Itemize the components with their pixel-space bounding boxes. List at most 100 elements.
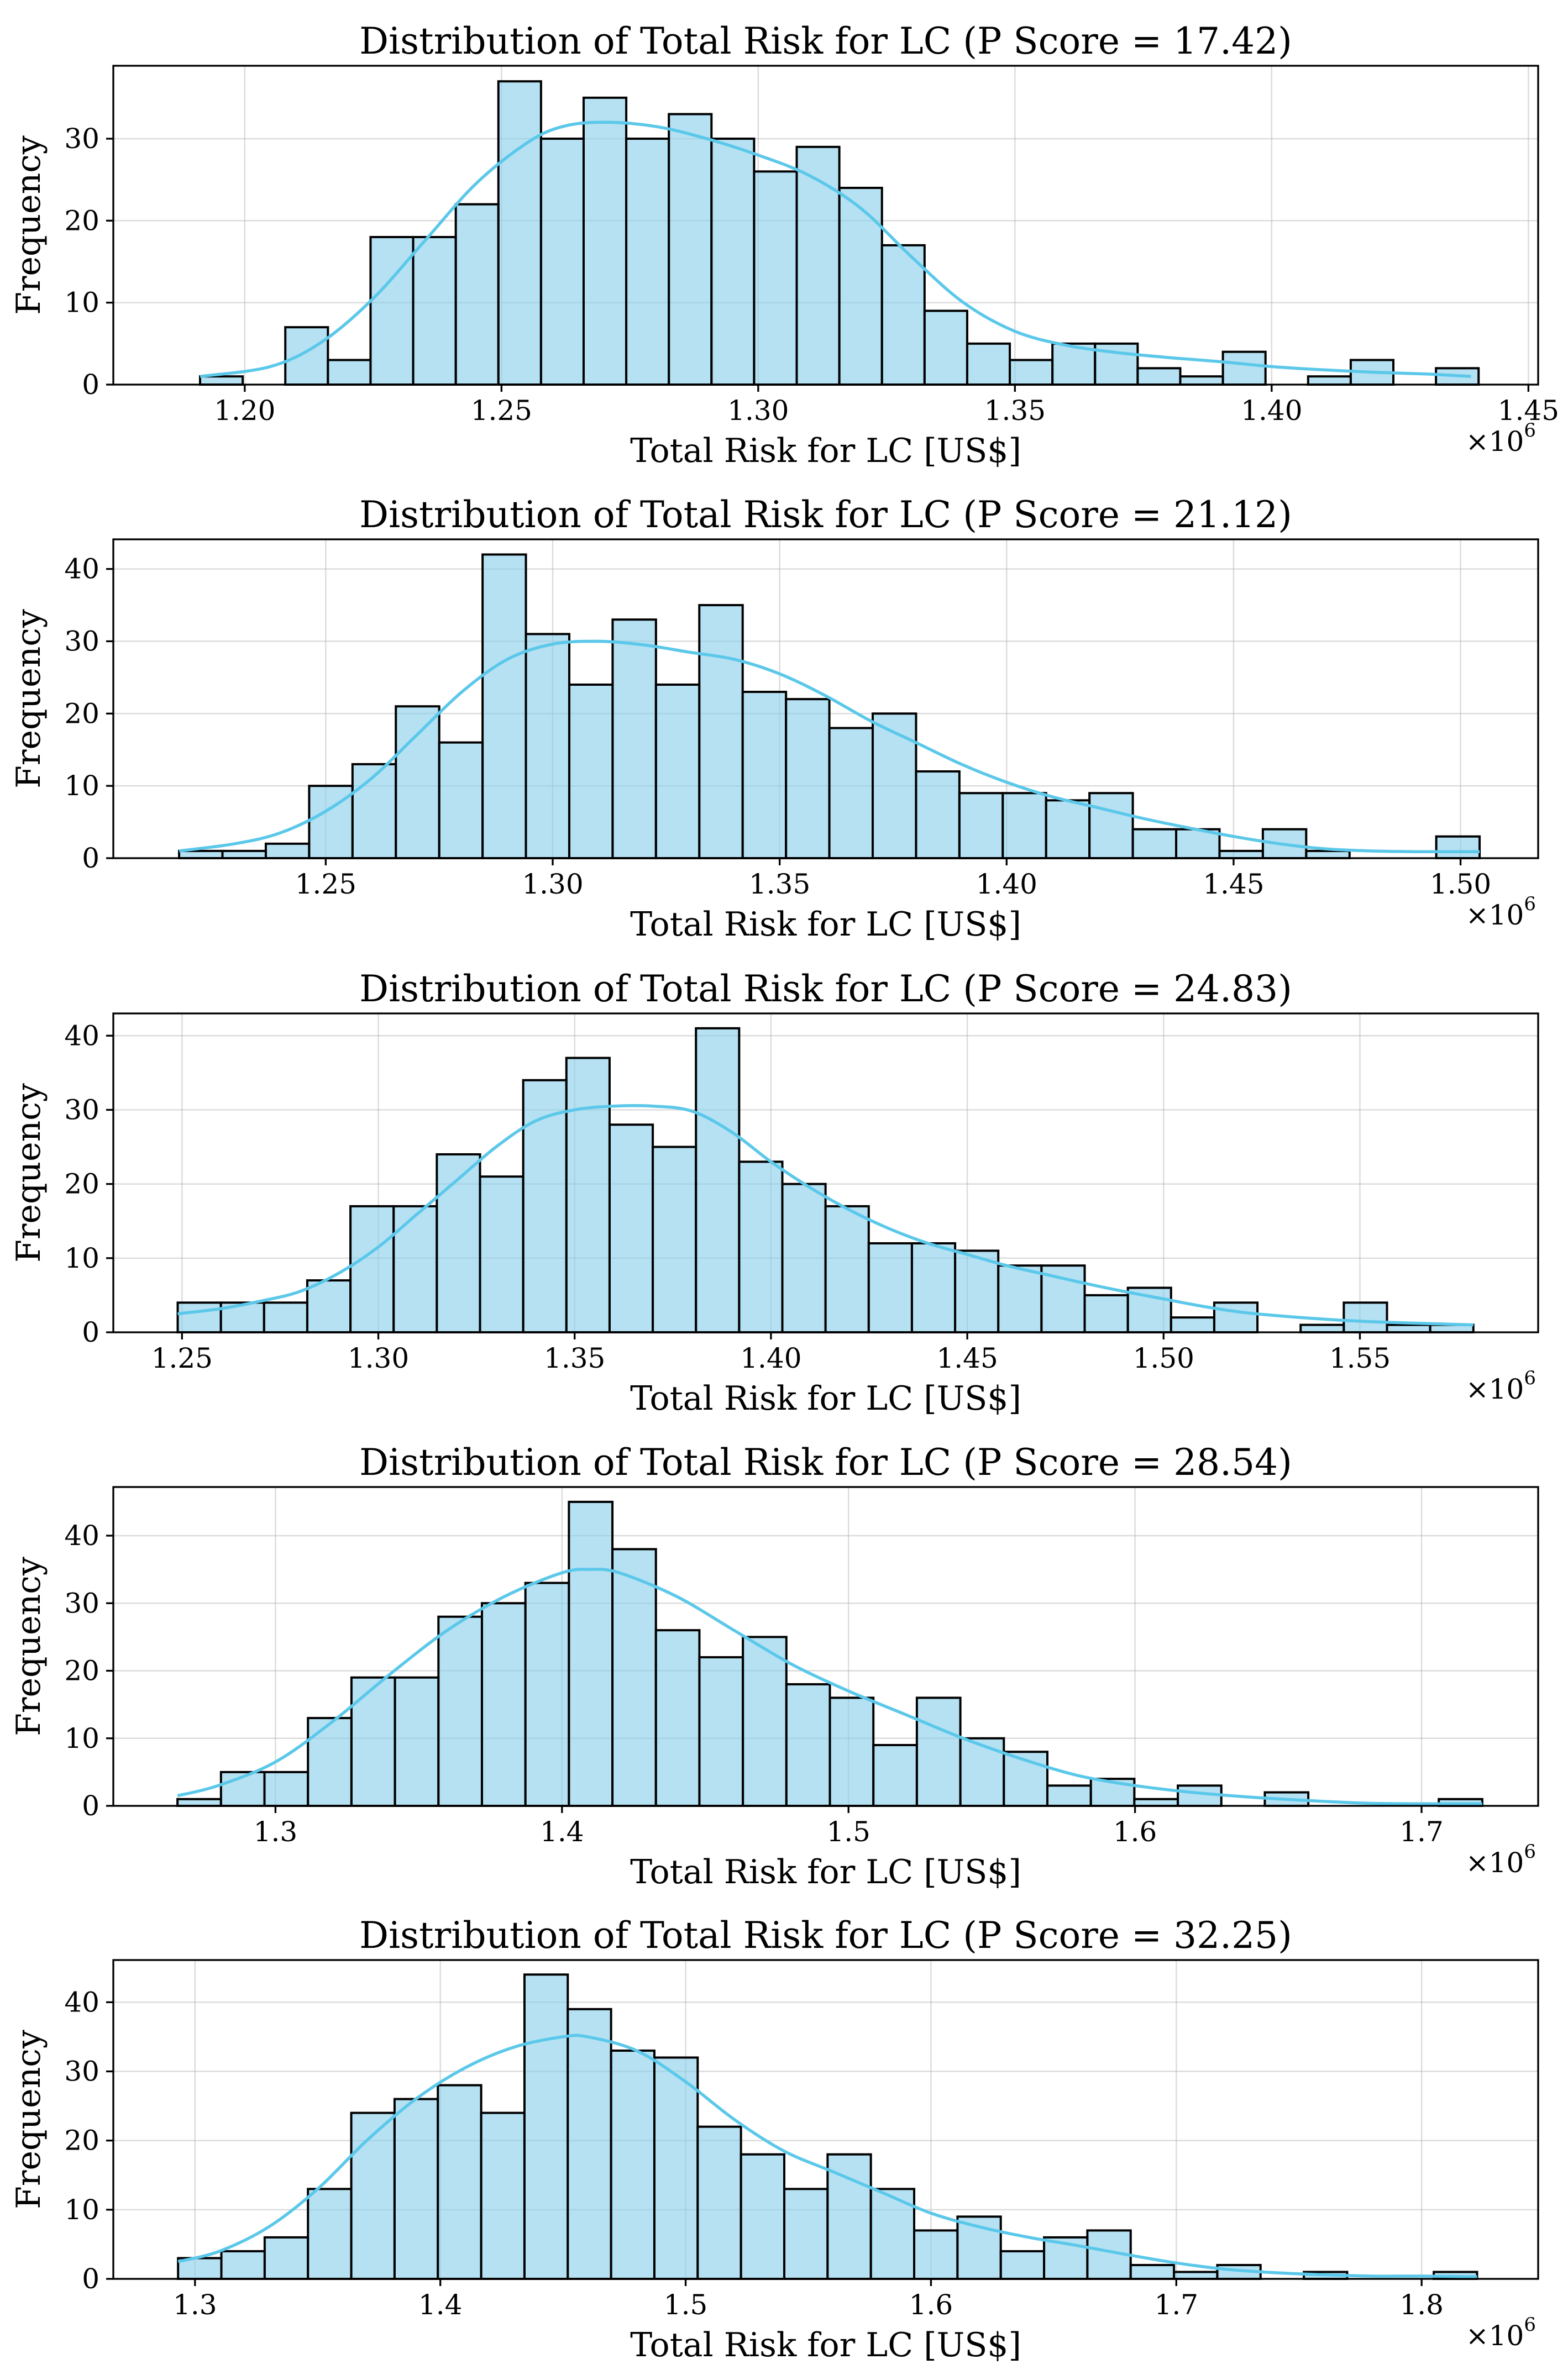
y-tick-label: 10	[64, 1242, 99, 1274]
plot-frame	[112, 1012, 1539, 1333]
y-axis-label: Frequency	[9, 609, 48, 789]
y-tick-label: 30	[64, 1587, 99, 1619]
histogram-bars	[199, 80, 1480, 386]
histogram-bar	[393, 2098, 439, 2280]
histogram-bar	[696, 2125, 742, 2280]
histogram-panel-5: Distribution of Total Risk for LC (P Sco…	[9, 1914, 1539, 2365]
x-tick-label: 1.6	[909, 2289, 953, 2321]
y-tick-label: 10	[64, 770, 99, 802]
histogram-bar	[958, 792, 1004, 859]
y-axis-label: Frequency	[9, 2030, 48, 2209]
y-tick-label: 10	[64, 1722, 99, 1754]
histogram-bar	[1009, 359, 1054, 386]
y-tick-label: 30	[64, 123, 99, 155]
histogram-bar	[611, 1548, 657, 1807]
multiplier-base: ×10	[1466, 2320, 1524, 2352]
x-tick-label: 1.25	[471, 395, 532, 427]
histogram-bar	[838, 187, 883, 386]
x-axis-multiplier: ×106	[1466, 1367, 1536, 1405]
histogram-bar	[741, 691, 788, 860]
y-tick-label: 0	[82, 369, 99, 401]
histogram-bar	[824, 1205, 870, 1334]
histogram-bar	[1299, 1323, 1345, 1333]
histogram-bar	[915, 1696, 962, 1807]
y-tick-label: 40	[64, 1520, 99, 1552]
kde-curve	[179, 639, 1480, 854]
x-tick-label: 1.50	[1133, 1342, 1194, 1374]
y-tick-label: 20	[64, 1655, 99, 1687]
histogram-bar	[264, 842, 311, 859]
histogram-bar	[394, 1676, 440, 1808]
histogram-bar	[263, 1770, 310, 1808]
histogram-bar	[653, 2056, 699, 2281]
x-tick-label: 1.40	[740, 1342, 801, 1374]
histogram-bar	[1046, 1784, 1092, 1807]
histogram-bar	[350, 1676, 396, 1808]
x-tick-label: 1.4	[418, 2289, 463, 2321]
x-tick-label: 1.5	[664, 2289, 708, 2321]
histogram-bar	[695, 1027, 741, 1333]
histogram-panel-1: Distribution of Total Risk for LC (P Sco…	[9, 20, 1559, 470]
histogram-bar	[1131, 828, 1178, 860]
x-tick-label: 1.7	[1399, 1816, 1444, 1848]
y-tick-label: 40	[64, 553, 99, 585]
y-axis-label: Frequency	[9, 1083, 48, 1263]
multiplier-base: ×10	[1466, 1373, 1524, 1405]
x-tick-label: 1.40	[976, 868, 1037, 900]
histogram-bar	[610, 2049, 655, 2280]
histogram-bar	[959, 1737, 1005, 1807]
histogram-bar	[1045, 799, 1091, 860]
histogram-bar	[350, 2111, 396, 2281]
histogram-bar	[913, 2229, 959, 2281]
histogram-bar	[1051, 342, 1097, 386]
histogram-bar	[828, 1696, 875, 1807]
histogram-bar	[568, 1500, 614, 1807]
multiplier-exponent: 6	[1524, 2314, 1536, 2336]
y-tick-label: 20	[64, 204, 99, 237]
kde-curve	[177, 1568, 1482, 1806]
multiplier-base: ×10	[1466, 899, 1524, 931]
y-tick-label: 0	[82, 842, 99, 874]
histogram-bar	[783, 2188, 829, 2281]
histogram-bar	[1001, 792, 1047, 859]
kde-curve	[177, 1104, 1473, 1327]
plot-frame	[112, 538, 1539, 859]
x-axis-label: Total Risk for LC [US$]	[630, 905, 1021, 944]
plot-frame	[112, 1486, 1539, 1807]
histogram-bars	[177, 1973, 1478, 2281]
x-axis-label: Total Risk for LC [US$]	[630, 2326, 1021, 2365]
histogram-bar	[738, 1160, 784, 1333]
histogram-bar	[1435, 835, 1481, 859]
histogram-bar	[668, 113, 713, 386]
x-axis-label: Total Risk for LC [US$]	[630, 1379, 1021, 1418]
histogram-bar	[392, 1205, 438, 1334]
y-tick-label: 30	[64, 625, 99, 657]
histogram-bar	[1386, 1323, 1431, 1333]
histogram-bar	[1218, 849, 1264, 860]
histogram-bar	[565, 1057, 611, 1333]
histogram-bars	[178, 553, 1481, 860]
x-tick-label: 1.30	[727, 395, 789, 427]
histogram-bar	[454, 203, 500, 386]
histogram-bar	[1213, 1301, 1259, 1334]
histogram-bar	[284, 326, 329, 386]
histogram-bar	[1221, 350, 1267, 386]
y-axis-label: Frequency	[9, 135, 48, 315]
histogram-bar	[263, 2236, 310, 2280]
histogram-bar	[480, 2111, 526, 2281]
histogram-bar	[923, 309, 968, 386]
x-axis-label: Total Risk for LC [US$]	[630, 1853, 1021, 1892]
histogram-bar	[306, 1279, 352, 1334]
y-tick-label: 10	[64, 287, 99, 319]
histogram-bar	[525, 633, 570, 859]
histogram-bar	[178, 849, 224, 860]
y-tick-label: 0	[82, 1316, 99, 1348]
histogram-bar	[524, 1582, 570, 1807]
x-tick-label: 1.30	[522, 868, 583, 900]
y-tick-label: 20	[64, 697, 99, 729]
histogram-bar	[1129, 2263, 1176, 2280]
plot-frame	[112, 1959, 1539, 2280]
x-axis-multiplier: ×106	[1466, 2314, 1536, 2352]
kde-curve	[177, 2034, 1477, 2278]
